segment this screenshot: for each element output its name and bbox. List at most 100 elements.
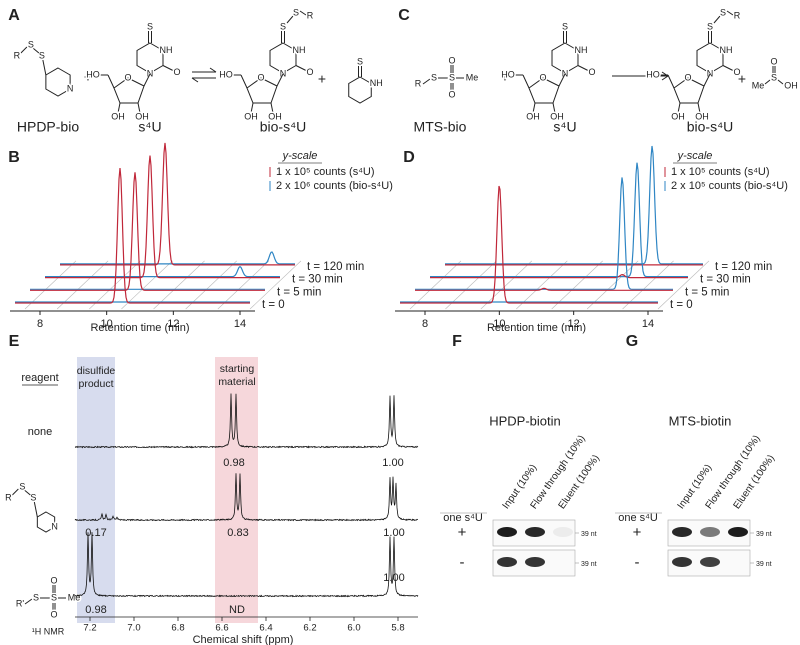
reagent-none: none bbox=[28, 426, 52, 438]
gel-band bbox=[700, 557, 720, 567]
bond bbox=[726, 10, 734, 16]
atom: O bbox=[124, 72, 131, 82]
atom: S bbox=[449, 72, 455, 82]
method-label: ¹H NMR bbox=[32, 626, 65, 636]
floor-grid bbox=[516, 260, 568, 310]
panel-label: D bbox=[403, 149, 415, 166]
floor-grid bbox=[586, 260, 639, 310]
blue-trace bbox=[60, 251, 295, 265]
pyrimidine-ring bbox=[136, 42, 164, 74]
bond bbox=[240, 74, 248, 89]
row-header: one s⁴U bbox=[443, 512, 483, 524]
scale-blue: 2 x 10⁵ counts (bio-s⁴U) bbox=[671, 180, 788, 192]
atom: NH bbox=[719, 45, 732, 55]
x-tick-label: 7.0 bbox=[127, 623, 140, 634]
integral: ND bbox=[229, 604, 245, 616]
x-tick-label: 6.0 bbox=[347, 623, 360, 634]
x-tick-label: 14 bbox=[642, 318, 654, 330]
x-tick-label: 10 bbox=[493, 318, 505, 330]
x-tick-label: 6.2 bbox=[303, 623, 316, 634]
bond bbox=[713, 15, 721, 24]
atom: NH bbox=[159, 45, 172, 55]
atom: S bbox=[280, 21, 286, 31]
atom: OH bbox=[671, 111, 685, 121]
atom: O bbox=[448, 89, 455, 99]
bond bbox=[11, 488, 19, 496]
floor-grid bbox=[551, 260, 603, 310]
atom: O bbox=[257, 72, 264, 82]
atom: R bbox=[734, 10, 741, 20]
blue-trace bbox=[45, 265, 280, 278]
substrate-name: s⁴U bbox=[553, 119, 576, 135]
bond bbox=[162, 65, 174, 71]
atom: HO bbox=[501, 69, 515, 79]
bond bbox=[577, 65, 589, 71]
panel-label: G bbox=[626, 333, 638, 350]
atom: HO bbox=[86, 69, 100, 79]
bond bbox=[42, 59, 47, 76]
atom: S bbox=[147, 21, 153, 31]
gel-band bbox=[497, 557, 517, 567]
atom: S bbox=[30, 492, 36, 502]
red-trace bbox=[430, 273, 688, 279]
ribose-ring bbox=[528, 77, 560, 104]
substrate-name: s⁴U bbox=[138, 119, 161, 135]
band-label: material bbox=[218, 376, 255, 388]
floor-grid bbox=[622, 260, 674, 310]
x-axis-title: Retention time (min) bbox=[487, 322, 586, 334]
arrow bbox=[661, 75, 669, 81]
atom: S bbox=[431, 72, 437, 82]
atom: Me bbox=[752, 80, 765, 90]
floor-grid bbox=[657, 260, 710, 310]
trace-label: t = 5 min bbox=[685, 286, 729, 298]
floor-grid bbox=[217, 260, 270, 310]
product-name: bio-s⁴U bbox=[260, 119, 306, 135]
atom: OH bbox=[111, 111, 125, 121]
atom: N bbox=[562, 68, 569, 78]
band-product bbox=[77, 357, 115, 623]
column-header: reagent bbox=[21, 372, 58, 384]
integral: 0.17 bbox=[85, 527, 106, 539]
gel-title: HPDP-biotin bbox=[489, 413, 561, 428]
bond bbox=[270, 102, 274, 114]
blue-trace bbox=[445, 145, 703, 265]
trace-label: t = 120 min bbox=[307, 261, 364, 273]
band-label: disulfide bbox=[77, 365, 116, 377]
floor-grid bbox=[185, 260, 237, 310]
atom: N bbox=[67, 83, 74, 93]
gel-band bbox=[497, 527, 517, 537]
trace-label: t = 120 min bbox=[715, 261, 772, 273]
row-sign: - bbox=[460, 554, 465, 571]
bond bbox=[522, 74, 530, 89]
bond bbox=[107, 74, 115, 89]
gel-band bbox=[728, 527, 748, 537]
bond bbox=[33, 501, 38, 518]
panel-label: F bbox=[452, 333, 462, 350]
atom: NH bbox=[292, 45, 305, 55]
bond bbox=[24, 598, 33, 605]
size-marker: 39 nt bbox=[756, 531, 772, 538]
atom: NH bbox=[370, 78, 383, 88]
panel-label: B bbox=[8, 149, 20, 166]
row-sign: - bbox=[635, 554, 640, 571]
gel-band bbox=[672, 527, 692, 537]
atom: O bbox=[306, 67, 313, 77]
gel-title: MTS-biotin bbox=[669, 413, 732, 428]
floor-grid bbox=[249, 260, 302, 310]
atom: S bbox=[33, 592, 39, 602]
x-tick-label: 5.8 bbox=[391, 623, 404, 634]
blue-trace bbox=[430, 162, 688, 278]
atom: NH bbox=[574, 45, 587, 55]
bond bbox=[117, 102, 121, 114]
bond bbox=[137, 102, 141, 114]
bond bbox=[20, 46, 28, 54]
atom: S bbox=[39, 50, 45, 60]
thiopyridone-ring bbox=[348, 76, 372, 104]
atom: S bbox=[28, 39, 34, 49]
floor-grid bbox=[445, 260, 497, 310]
panel-label: C bbox=[398, 7, 410, 24]
pyrimidine-ring bbox=[551, 42, 579, 74]
bond bbox=[558, 73, 566, 87]
ribose-ring bbox=[246, 77, 278, 104]
